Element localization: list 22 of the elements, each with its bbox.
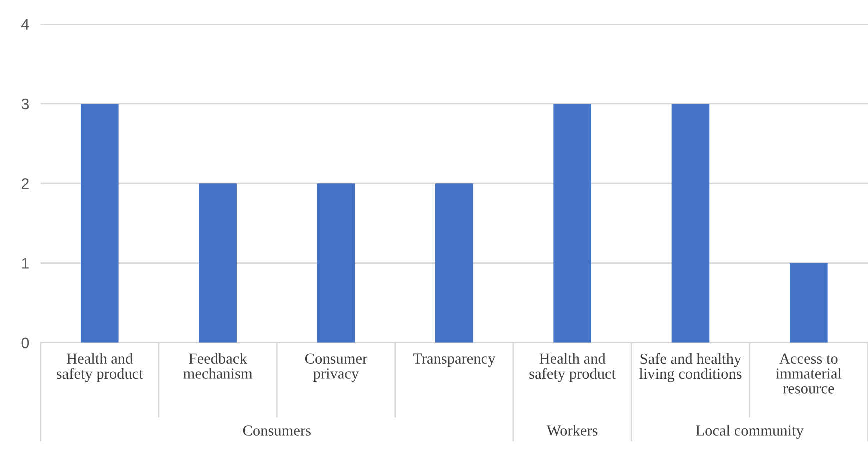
text: Workers (546, 425, 598, 436)
bar (317, 184, 356, 343)
bar (672, 104, 710, 343)
text: Local community (696, 425, 804, 440)
x-tick-label: Health and safety product (57, 353, 144, 382)
bar (199, 184, 237, 343)
x-tick-label: Safe and healthy living conditions (639, 353, 742, 382)
x-tick-label: Feedback mechanism (184, 353, 253, 379)
x-tick-label: Consumer privacy (305, 354, 368, 382)
bar (790, 263, 828, 343)
y-tick-label: 2 (22, 178, 29, 190)
y-tick-label: 1 (22, 258, 29, 269)
x-tick-label: Health and safety product (530, 353, 616, 382)
text: Consumers (243, 426, 311, 436)
y-tick-label: 3 (22, 98, 30, 110)
bar (554, 104, 592, 343)
x-tick-label: Access to immaterial resource (776, 354, 842, 394)
y-tick-label: 0 (22, 338, 30, 349)
y-tick-label: 4 (22, 19, 30, 30)
bar (80, 104, 119, 343)
x-tick-label: Transparency (413, 354, 496, 368)
bar (435, 184, 474, 343)
